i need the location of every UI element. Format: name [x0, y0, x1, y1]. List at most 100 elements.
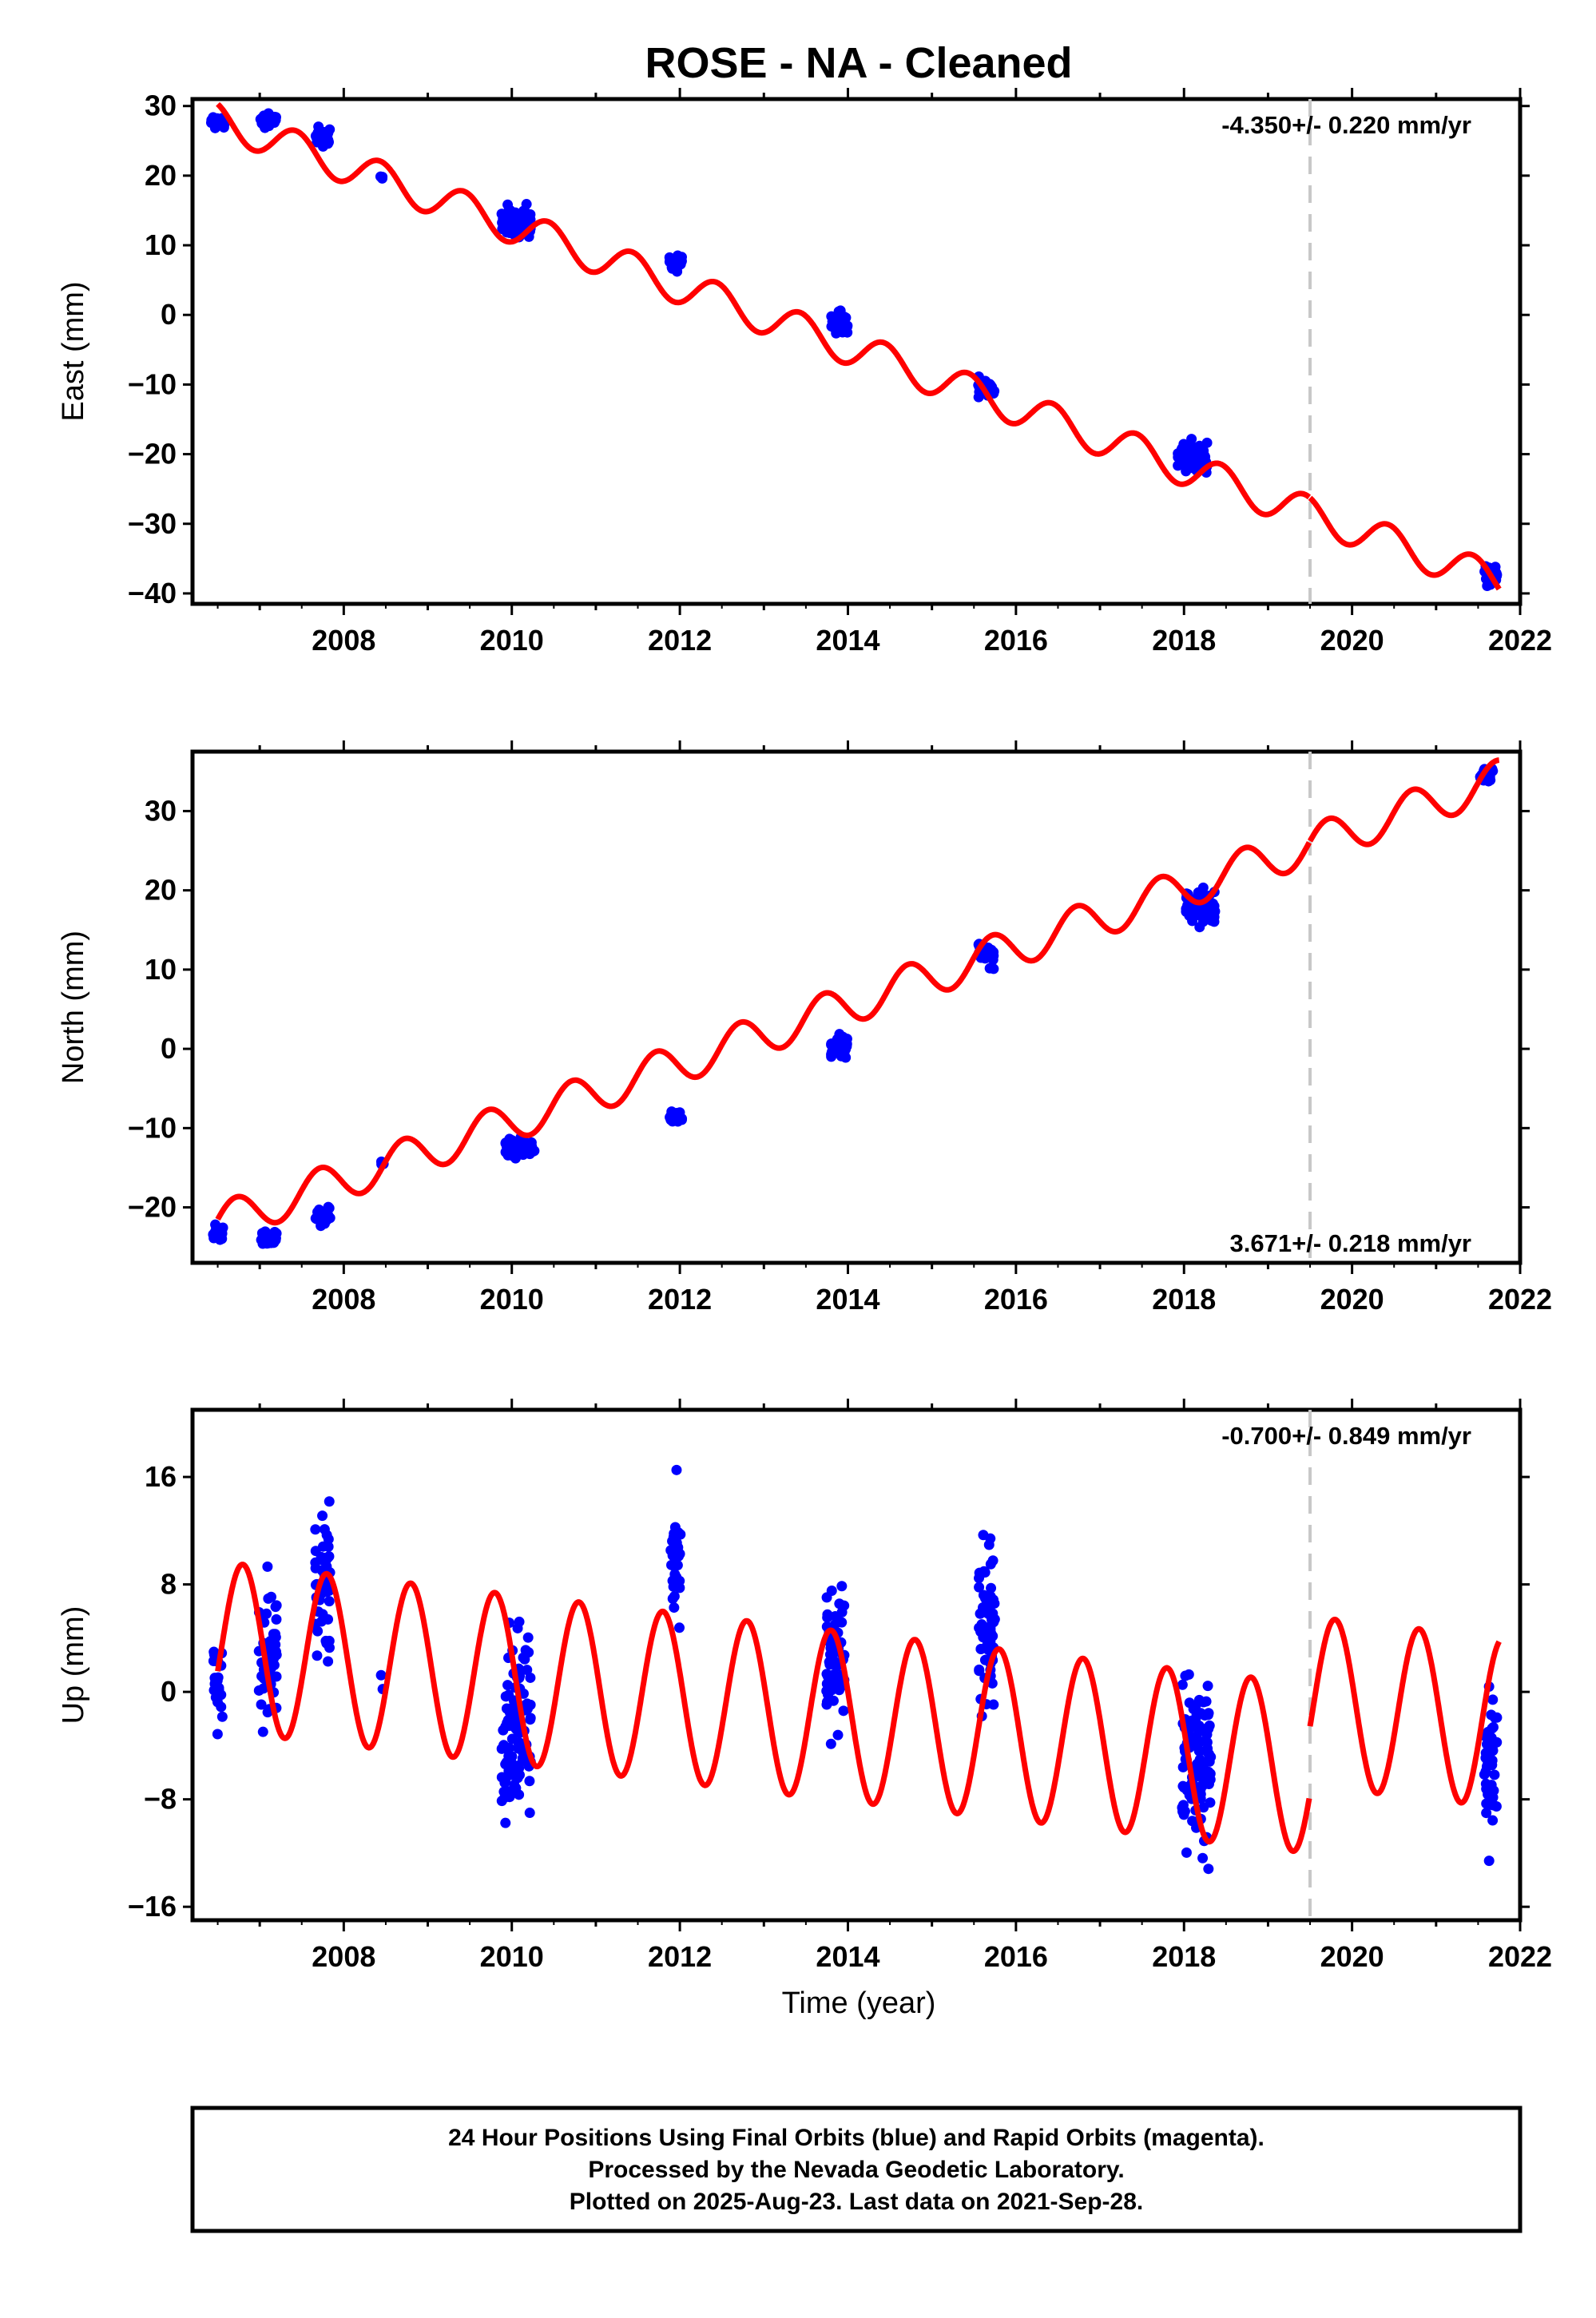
east-data-point — [1186, 451, 1197, 462]
east-data-point — [666, 262, 677, 273]
up-data-point — [979, 1593, 991, 1604]
footer-box: 24 Hour Positions Using Final Orbits (bl… — [190, 2106, 1523, 2233]
up-xtick-label: 2010 — [480, 1940, 544, 1973]
east-data-point — [323, 137, 334, 148]
east-xtick-label: 2008 — [312, 624, 375, 657]
up-data-point — [212, 1729, 223, 1740]
up-data-point — [832, 1729, 844, 1740]
up-data-point — [1196, 1725, 1207, 1737]
up-data-point — [674, 1622, 685, 1633]
north-ytick-label: 30 — [145, 794, 177, 827]
up-data-point — [256, 1699, 267, 1710]
east-ytick-label: −40 — [128, 577, 177, 609]
up-data-point — [1183, 1669, 1194, 1680]
up-data-point — [1481, 1798, 1492, 1809]
up-data-point — [1187, 1816, 1198, 1827]
up-data-point — [822, 1612, 833, 1623]
east-plot-area — [205, 99, 1503, 604]
up-data-point — [831, 1661, 842, 1672]
up-data-point — [262, 1561, 273, 1572]
up-data-point — [216, 1711, 228, 1722]
up-data-point — [975, 1644, 987, 1655]
up-data-point — [323, 1656, 334, 1667]
east-data-point — [377, 171, 388, 182]
east-data-point — [215, 117, 226, 128]
up-data-point — [974, 1622, 985, 1633]
panel-up: 16 8 0 −8 −16 2008 2010 2012 2014 2016 2018 2020 202… — [57, 1399, 1552, 1973]
north-data-point — [213, 1225, 224, 1236]
north-ytick-label: 20 — [145, 874, 177, 907]
north-frame — [190, 749, 1523, 1265]
up-data-point — [825, 1738, 836, 1749]
up-data-point — [310, 1557, 321, 1568]
up-data-point — [324, 1596, 335, 1607]
up-data-point — [668, 1581, 679, 1592]
up-data-point — [826, 1685, 837, 1696]
east-xtick-label: 2018 — [1152, 624, 1216, 657]
east-ytick-label: 20 — [145, 159, 177, 192]
up-data-point — [505, 1788, 516, 1800]
up-data-point — [271, 1600, 282, 1611]
up-data-point — [1181, 1847, 1192, 1858]
up-data-point — [262, 1707, 273, 1718]
north-points — [208, 764, 1499, 1249]
up-data-point — [987, 1677, 998, 1689]
east-xtick-label: 2012 — [648, 624, 712, 657]
up-data-point — [323, 1541, 334, 1552]
north-xtick-label: 2016 — [984, 1283, 1048, 1316]
east-data-point — [1490, 562, 1501, 573]
up-data-point — [375, 1669, 387, 1681]
north-data-point — [502, 1149, 514, 1161]
up-xtick-label: 2020 — [1320, 1940, 1384, 1973]
north-data-point — [836, 1040, 847, 1051]
up-data-point — [500, 1691, 511, 1702]
up-data-point — [517, 1752, 528, 1764]
north-data-point — [265, 1229, 276, 1240]
east-data-point — [256, 117, 268, 129]
north-data-point — [1194, 922, 1205, 933]
up-data-point — [263, 1593, 274, 1604]
up-data-point — [1203, 1778, 1214, 1789]
up-data-point — [1178, 1809, 1189, 1820]
up-xtick-label: 2022 — [1488, 1940, 1552, 1973]
up-y-axis-title: Up (mm) — [57, 1606, 90, 1725]
up-data-point — [987, 1630, 998, 1641]
up-data-point — [522, 1665, 533, 1676]
up-xtick-label: 2008 — [312, 1940, 375, 1973]
north-ytick-label: −20 — [128, 1191, 177, 1224]
east-ytick-label: −20 — [128, 438, 177, 470]
north-plot-area — [208, 752, 1502, 1263]
up-data-point — [319, 1524, 330, 1535]
north-data-point — [826, 1051, 837, 1062]
up-data-point — [496, 1772, 507, 1783]
east-data-point — [521, 199, 532, 210]
up-data-point — [1191, 1762, 1202, 1773]
east-rate-label: -4.350+/- 0.220 mm/yr — [1221, 111, 1471, 139]
up-data-point — [500, 1817, 511, 1828]
north-data-point — [526, 1142, 537, 1153]
north-xtick-label: 2010 — [480, 1283, 544, 1316]
up-data-point — [836, 1581, 848, 1592]
up-data-point — [1491, 1801, 1502, 1812]
up-data-point — [985, 1558, 996, 1570]
up-data-point — [522, 1632, 534, 1643]
up-ytick-label: 8 — [161, 1568, 177, 1601]
east-model-curve — [216, 101, 1312, 518]
up-data-point — [1188, 1717, 1199, 1728]
up-data-point — [673, 1527, 684, 1538]
north-xtick-label: 2018 — [1152, 1283, 1216, 1316]
up-data-point — [667, 1550, 678, 1561]
north-xtick-label: 2014 — [816, 1283, 879, 1316]
up-data-point — [1202, 1681, 1213, 1692]
up-data-point — [267, 1657, 278, 1668]
east-xtick-label: 2022 — [1488, 624, 1552, 657]
up-frame — [190, 1407, 1523, 1923]
up-data-point — [669, 1569, 681, 1580]
up-data-point — [989, 1613, 1000, 1625]
up-data-point — [323, 1613, 334, 1625]
north-rate-label: 3.671+/- 0.218 mm/yr — [1230, 1229, 1471, 1257]
east-data-point — [322, 127, 333, 138]
